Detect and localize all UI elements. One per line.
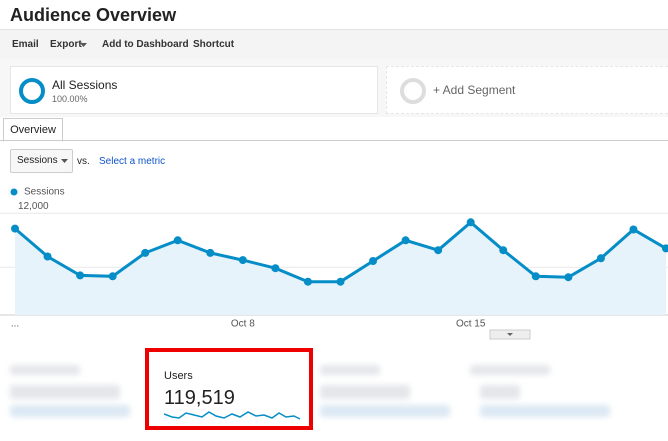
vs-label: vs. [77,156,90,167]
y-tick-label: 12,000 [18,201,49,212]
add-segment-label: + Add Segment [433,83,516,97]
point [401,236,410,245]
point [271,264,280,273]
x-tick-label: Oct 8 [231,319,255,330]
point [303,277,312,286]
segment-bar: All Sessions 100.00% + Add Segment [0,59,668,117]
point [141,248,150,257]
point [206,248,215,257]
point [369,257,378,265]
card-value: 119,519 [164,387,235,409]
select-metric-link[interactable]: Select a metric [99,156,166,167]
dropdown-caret [80,43,87,47]
metric-select[interactable]: Sessions [10,149,73,173]
toolbar-button[interactable]: Email [12,39,39,50]
users-card: Users 119,519 [145,348,313,430]
area [15,222,666,315]
sparkline [164,411,301,420]
dropdown-caret [61,159,68,163]
point [466,218,475,227]
page-title: Audience Overview [10,5,177,25]
point [531,272,540,281]
point [434,246,443,255]
handle-caret [507,333,513,336]
point [564,273,573,282]
segment-percent: 100.00% [52,94,88,104]
divider [0,140,668,141]
point [336,277,345,286]
metric-select-label: Sessions [17,155,58,166]
toolbar-button[interactable]: Export [50,39,82,50]
point [662,244,668,253]
tab[interactable]: Overview [3,118,63,142]
point [173,236,182,245]
segment-name: All Sessions [52,78,118,92]
add-segment[interactable]: + Add Segment [386,66,668,114]
segment-icon [400,78,426,104]
point [596,254,605,263]
legend-marker [10,188,18,196]
legend-label: Sessions [24,187,65,198]
card-label: Users [164,370,193,382]
point [108,272,117,281]
toolbar-button[interactable]: Add to Dashboard [102,39,189,50]
x-tick-label: Oct 15 [456,319,486,330]
point [43,252,52,261]
segment-icon [19,78,45,104]
point [11,224,19,233]
toolbar-button[interactable]: Shortcut [193,39,235,50]
x-tick-label: ... [11,319,19,330]
segment[interactable]: All Sessions 100.00% [10,66,378,114]
point [76,271,85,280]
point [238,256,247,265]
metric-cards [0,345,668,441]
point [629,225,638,234]
point [499,246,508,255]
toolbar: Email Export Add to Dashboard Shortcut [0,29,668,60]
